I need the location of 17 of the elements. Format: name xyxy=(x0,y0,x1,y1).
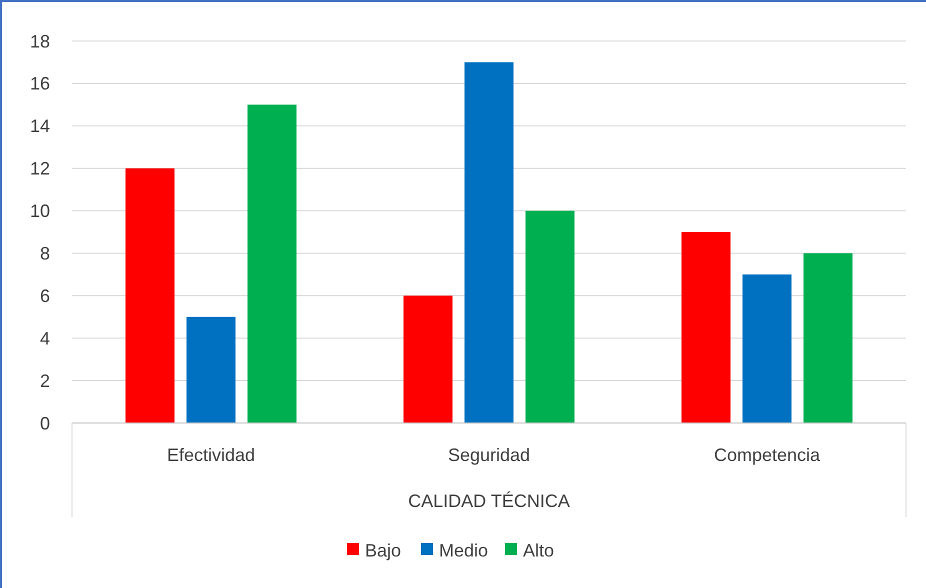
y-tick-label: 4 xyxy=(40,328,50,348)
y-tick-label: 2 xyxy=(40,370,50,391)
y-tick-label: 16 xyxy=(30,74,50,94)
x-tick-label: Seguridad xyxy=(448,445,530,465)
x-tick-label: Efectividad xyxy=(166,445,256,465)
y-tick-label: 18 xyxy=(30,31,50,52)
legend-label: Medio xyxy=(439,540,488,560)
y-tick-label: 12 xyxy=(30,158,50,179)
y-tick-label: 8 xyxy=(40,244,50,264)
legend-label: Alto xyxy=(523,540,554,560)
legend-label: Bajo xyxy=(365,540,402,560)
x-tick-label: Competencia xyxy=(714,445,822,465)
x-axis-title: CALIDAD TÉCNICA xyxy=(408,491,570,511)
y-tick-label: 10 xyxy=(30,201,50,222)
y-tick-label: 6 xyxy=(40,286,50,306)
y-tick-label: 14 xyxy=(30,116,50,136)
y-tick-label: 0 xyxy=(40,413,50,434)
